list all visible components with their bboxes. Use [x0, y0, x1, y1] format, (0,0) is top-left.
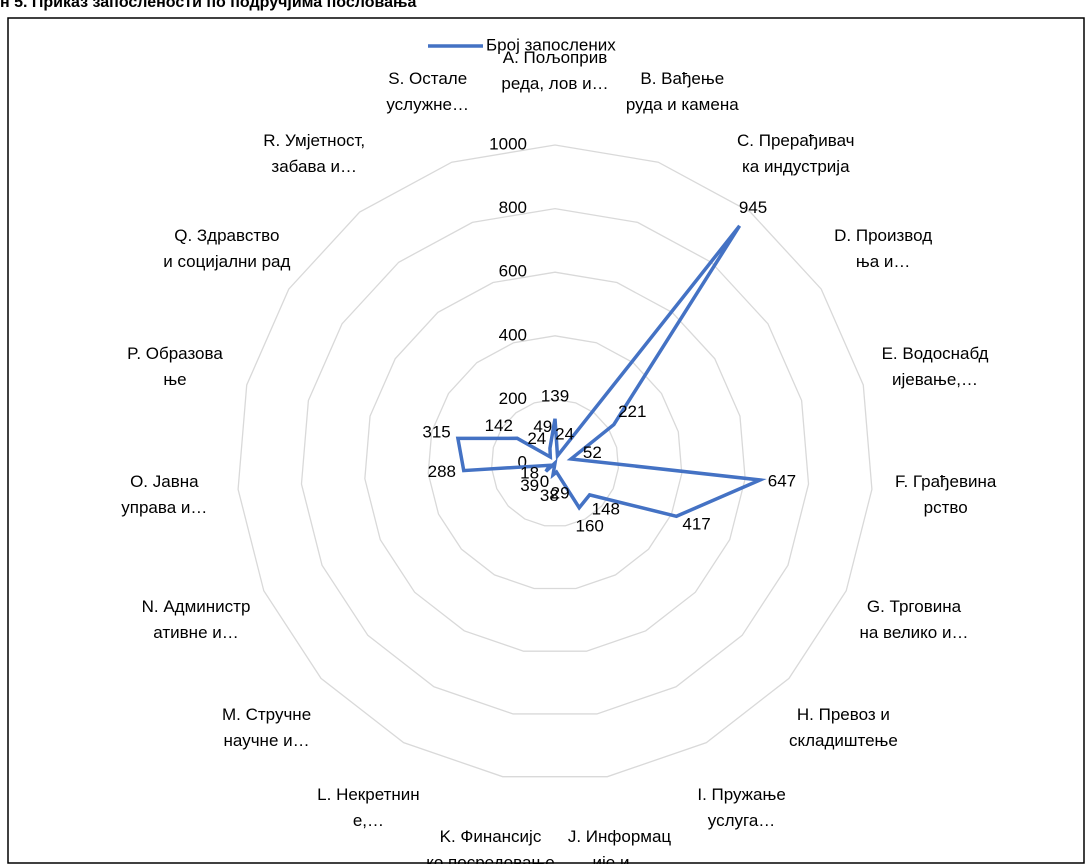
category-label: C. Прерађивач ка индустрија — [737, 130, 855, 176]
value-label: 945 — [739, 198, 767, 217]
category-label: G. Трговина на велико и… — [859, 597, 969, 643]
value-label: 24 — [527, 429, 546, 448]
tick-label: 800 — [499, 198, 527, 217]
category-label: B. Вађење руда и камена — [625, 69, 739, 115]
category-label: I. Пружање услуга… — [697, 784, 786, 830]
value-label: 49 — [533, 417, 552, 436]
series-line — [455, 224, 767, 519]
value-label: 160 — [575, 517, 603, 536]
category-label: O. Јавна управа и… — [121, 472, 208, 518]
grid-ring — [237, 144, 873, 778]
category-label: F. Грађевина рство — [894, 472, 997, 518]
grid-ring — [427, 335, 683, 590]
category-label: J. Информац ије и… — [567, 826, 672, 864]
chart-title: н 5. Приказ запослености по подручјима п… — [0, 0, 417, 11]
tick-label: 0 — [518, 452, 527, 471]
category-label: M. Стручне научне и… — [222, 705, 312, 751]
category-label: N. Администр ативне и… — [141, 597, 251, 643]
category-label: Q. Здравство и социјални рад — [163, 225, 291, 271]
value-label: 38 — [540, 486, 559, 505]
grid-ring — [490, 398, 620, 527]
tick-label: 400 — [499, 325, 527, 344]
legend-label: Број запослених — [486, 35, 616, 54]
value-label: 52 — [583, 443, 602, 462]
value-label: 139 — [541, 386, 569, 405]
category-label: S. Остале услужне… — [386, 69, 470, 115]
category-label: E. Водоснабд ијевање,… — [881, 343, 989, 389]
tick-label: 1000 — [489, 134, 527, 153]
value-label: 0 — [540, 472, 549, 491]
value-label: 288 — [428, 462, 456, 481]
value-label: 417 — [682, 515, 710, 534]
category-label: K. Финансијс ко посредовање — [426, 826, 555, 864]
value-label: 647 — [768, 471, 796, 490]
value-label: 142 — [485, 416, 513, 435]
grid-ring — [364, 271, 746, 652]
value-label: 148 — [592, 499, 620, 518]
category-label: D. Производ ња и… — [834, 225, 933, 271]
value-label: 24 — [555, 424, 574, 443]
tick-label: 600 — [499, 262, 527, 281]
category-label: H. Превоз и складиштење — [788, 705, 898, 751]
category-label: R. Умјетност, забава и… — [263, 130, 366, 176]
value-label: 221 — [618, 402, 646, 421]
value-label: 39 — [520, 476, 539, 495]
chart-border — [7, 17, 1085, 864]
category-label: L. Некретнин е,… — [317, 784, 420, 830]
tick-label: 200 — [499, 389, 527, 408]
grid-ring — [300, 207, 810, 715]
value-label: 18 — [520, 464, 539, 483]
category-label: P. Образова ње — [127, 343, 223, 389]
category-label: A. Пољоприв реда, лов и… — [501, 48, 609, 93]
value-label: 315 — [422, 422, 450, 441]
value-label: 29 — [551, 483, 570, 502]
